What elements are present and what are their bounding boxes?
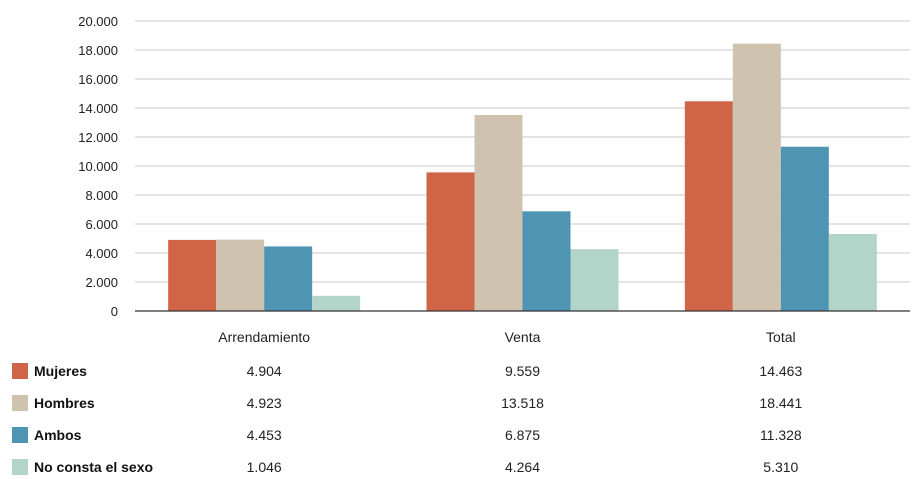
y-tick-label: 12.000 [78, 130, 118, 145]
bar-hombres [474, 114, 523, 311]
bar-hombres [732, 43, 781, 311]
data-table: Mujeres 4.904 9.559 14.463 Hombres 4.923 13.51… [12, 363, 802, 475]
bar-ambos [522, 211, 571, 311]
y-tick-label: 20.000 [78, 14, 118, 29]
table-value: 4.264 [505, 459, 540, 475]
x-category-label: Total [766, 329, 796, 345]
y-tick-label: 0 [111, 304, 118, 319]
y-tick-label: 10.000 [78, 159, 118, 174]
category-labels: Arrendamiento Venta Total [218, 329, 795, 345]
table-value: 11.328 [760, 427, 802, 443]
legend-swatch [12, 459, 28, 475]
y-tick-label: 8.000 [85, 188, 118, 203]
bar-mujeres [426, 172, 475, 311]
table-value: 14.463 [759, 363, 802, 379]
table-value: 9.559 [505, 363, 540, 379]
y-tick-label: 14.000 [78, 101, 118, 116]
legend-swatch [12, 427, 28, 443]
table-value: 6.875 [505, 427, 540, 443]
y-tick-label: 4.000 [85, 246, 118, 261]
table-value: 18.441 [759, 395, 802, 411]
table-value: 4.904 [247, 363, 282, 379]
legend-swatch [12, 363, 28, 379]
y-tick-label: 2.000 [85, 275, 118, 290]
bar-hombres [216, 239, 265, 311]
legend-label: Ambos [34, 427, 82, 443]
y-tick-label: 18.000 [78, 43, 118, 58]
x-category-label: Venta [505, 329, 541, 345]
y-tick-label: 16.000 [78, 72, 118, 87]
bar-ambos [780, 146, 829, 311]
table-value: 4.923 [247, 395, 282, 411]
legend-swatch [12, 395, 28, 411]
table-value: 4.453 [247, 427, 282, 443]
table-value: 13.518 [501, 395, 544, 411]
bar-no-consta-el-sexo [570, 249, 619, 311]
table-value: 5.310 [763, 459, 798, 475]
bar-mujeres [168, 239, 217, 311]
x-category-label: Arrendamiento [218, 329, 310, 345]
legend-label: Hombres [34, 395, 95, 411]
y-axis-ticks: 0 2.000 4.000 6.000 8.000 10.000 12.000 14.000 1… [78, 14, 118, 319]
bar-mujeres [684, 101, 733, 311]
bar-no-consta-el-sexo [312, 295, 361, 311]
bars [168, 43, 877, 311]
y-tick-label: 6.000 [85, 217, 118, 232]
bar-ambos [264, 246, 313, 311]
legend-label: No consta el sexo [34, 459, 153, 475]
legend-label: Mujeres [34, 363, 87, 379]
table-value: 1.046 [247, 459, 282, 475]
bar-no-consta-el-sexo [828, 234, 877, 311]
